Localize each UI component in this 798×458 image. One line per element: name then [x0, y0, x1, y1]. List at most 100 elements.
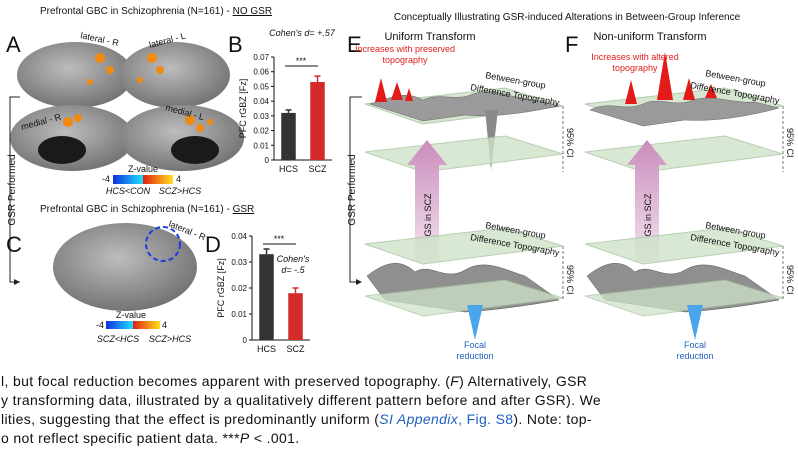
colorbar-pos-label: SCZ>HCS — [149, 334, 191, 344]
colorbar-neg — [106, 321, 133, 329]
y-tick-label: 0.05 — [253, 82, 269, 91]
bracket-arrow — [356, 279, 362, 285]
x-tick-label: SCZ — [309, 164, 328, 174]
dip — [467, 305, 483, 340]
ci-label: 95% CI — [565, 128, 575, 158]
note: Focal — [464, 340, 486, 350]
caption-link[interactable]: , Fig. S8 — [458, 411, 513, 427]
side-label: GSR Performed — [7, 154, 18, 225]
caption-line: lities, suggesting that the effect is pr… — [1, 411, 592, 427]
brain-views: lateral - R lateral - L medial - R media… — [10, 30, 244, 171]
brain — [17, 42, 133, 108]
ci-label: 95% CI — [565, 265, 575, 295]
colorbar-min: -4 — [102, 174, 110, 184]
bracket-arrow — [14, 279, 20, 285]
arrow-label: GS in SCZ — [643, 193, 653, 237]
caption-text: ) Alternatively, GSR — [459, 373, 587, 389]
caption-text: P — [240, 430, 250, 446]
title-part: NO GSR — [233, 6, 272, 17]
colorbar-neg-label: SCZ<HCS — [97, 334, 139, 344]
colorbar-min: -4 — [96, 320, 104, 330]
note: Increases with altered — [591, 52, 679, 62]
caption-text: < .001. — [250, 430, 300, 446]
colorbar-title: Z-value — [128, 164, 158, 174]
x-tick-label: HCS — [257, 344, 276, 354]
bar — [310, 82, 325, 160]
panel-label: D — [205, 232, 221, 257]
note: topography — [612, 63, 658, 73]
title: Prefrontal GBC in Schizophrenia (N=161) … — [40, 6, 272, 17]
title-part: GSR — [233, 204, 255, 215]
colorbar-neg — [113, 175, 143, 184]
y-tick-label: 0 — [243, 336, 248, 345]
caption-text: o not reflect specific patient data. *** — [1, 430, 240, 446]
y-tick-label: 0.04 — [231, 232, 247, 241]
panel-title: Uniform Transform — [384, 31, 475, 43]
y-tick-label: 0.02 — [253, 127, 269, 136]
panel-label: F — [565, 32, 578, 57]
colorbar-pos — [143, 175, 173, 184]
y-tick-label: 0.02 — [231, 284, 247, 293]
y-tick-label: 0.06 — [253, 68, 269, 77]
x-tick-label: SCZ — [287, 344, 306, 354]
caption-line: l, but focal reduction becomes apparent … — [1, 373, 587, 389]
dip — [687, 305, 703, 340]
plane — [365, 136, 563, 172]
y-axis-label: PFC rGBZ [Fz] — [238, 79, 248, 139]
y-tick-label: 0.03 — [253, 112, 269, 121]
brain — [120, 42, 230, 108]
caption-text: lities, suggesting that the effect is pr… — [1, 411, 379, 427]
note: Increases with preserved — [355, 44, 455, 54]
bar — [259, 254, 274, 340]
y-tick-label: 0.04 — [253, 97, 269, 106]
page: { "panel_a": {"label": "A", "title_parts… — [0, 0, 798, 458]
caption-line: o not reflect specific patient data. ***… — [1, 430, 300, 446]
arrow-label: GS in SCZ — [423, 193, 433, 237]
caption-line: y transforming data, illustrated by a qu… — [1, 392, 601, 408]
y-tick-label: 0.01 — [253, 141, 269, 150]
panel-label: C — [6, 232, 22, 257]
figure: Prefrontal GBC in Schizophrenia (N=161) … — [0, 0, 798, 458]
note: topography — [382, 55, 428, 65]
note: reduction — [676, 351, 713, 361]
significance: *** — [296, 56, 307, 66]
y-tick-label: 0.07 — [253, 53, 269, 62]
side-label: GSR Performed — [347, 154, 358, 225]
effect-size: Cohen's — [277, 254, 310, 264]
note: Focal — [684, 340, 706, 350]
caption-text: ). Note: top- — [513, 411, 591, 427]
colorbar-title: Z-value — [116, 310, 146, 320]
caption-text: l, but focal reduction becomes apparent … — [1, 373, 450, 389]
brain — [53, 223, 197, 311]
colorbar-pos-label: SCZ>HCS — [159, 186, 201, 196]
x-tick-label: HCS — [279, 164, 298, 174]
title: Prefrontal GBC in Schizophrenia (N=161) … — [40, 204, 254, 215]
ci-label: 95% CI — [785, 128, 795, 158]
brain-hole — [38, 136, 86, 164]
peaks — [375, 78, 413, 102]
y-tick-label: 0 — [265, 156, 270, 165]
y-tick-label: 0.03 — [231, 258, 247, 267]
panel-label: B — [228, 32, 243, 57]
panel-e: E Uniform Transform 95% CI Increases wit… — [347, 31, 575, 361]
effect-size: Cohen's d= +.57 — [269, 28, 336, 38]
title-part: Prefrontal GBC in Schizophrenia (N=161) … — [40, 204, 233, 215]
title: Conceptually Illustrating GSR-induced Al… — [394, 12, 741, 23]
caption-text: y transforming data, illustrated by a qu… — [1, 392, 601, 408]
bar — [288, 293, 303, 340]
bar — [281, 113, 296, 160]
colorbar-neg-label: HCS<CON — [106, 186, 151, 196]
side-label-text: GSR Performed — [7, 154, 18, 225]
colorbar-max: 4 — [176, 174, 181, 184]
panel-f: F Non-uniform Transform 95% CI Increases… — [565, 31, 795, 361]
note: reduction — [456, 351, 493, 361]
plane — [585, 136, 783, 172]
significance: *** — [274, 234, 285, 244]
caption-link[interactable]: SI Appendix — [379, 411, 458, 427]
ci-label: 95% CI — [785, 265, 795, 295]
brain-hole — [171, 136, 219, 164]
title-part: Prefrontal GBC in Schizophrenia (N=161) … — [40, 6, 233, 17]
panel-title: Non-uniform Transform — [593, 31, 706, 43]
colorbar-max: 4 — [162, 320, 167, 330]
y-axis-label: PFC rGBZ [Fz] — [216, 258, 226, 318]
